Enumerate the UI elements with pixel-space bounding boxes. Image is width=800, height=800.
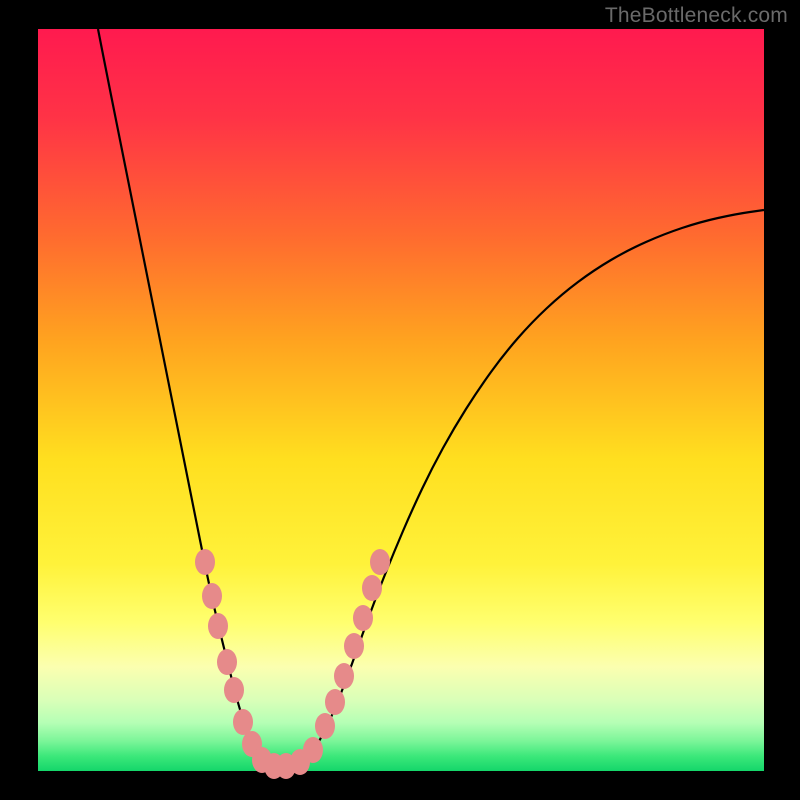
data-marker	[315, 713, 335, 739]
data-marker	[334, 663, 354, 689]
data-marker	[217, 649, 237, 675]
data-marker	[303, 737, 323, 763]
data-marker	[195, 549, 215, 575]
bottleneck-curve	[38, 29, 764, 771]
data-marker	[344, 633, 364, 659]
marker-group	[195, 549, 390, 779]
data-marker	[208, 613, 228, 639]
data-marker	[370, 549, 390, 575]
curve-left	[98, 29, 288, 766]
data-marker	[362, 575, 382, 601]
data-marker	[325, 689, 345, 715]
watermark: TheBottleneck.com	[605, 4, 788, 28]
data-marker	[233, 709, 253, 735]
plot-area	[38, 29, 764, 771]
data-marker	[353, 605, 373, 631]
data-marker	[202, 583, 222, 609]
data-marker	[224, 677, 244, 703]
curve-right	[288, 210, 764, 766]
